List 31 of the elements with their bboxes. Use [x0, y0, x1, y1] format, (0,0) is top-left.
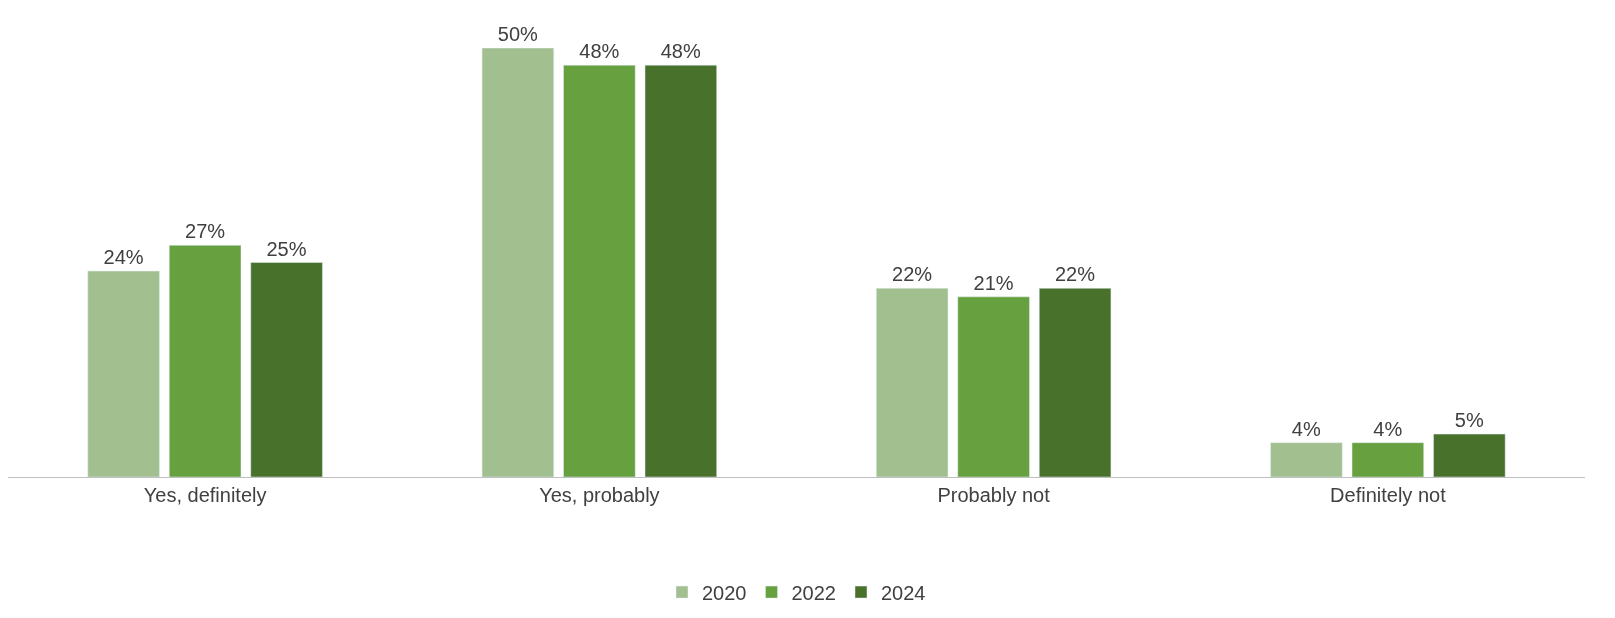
- data-label: 22%: [892, 263, 933, 286]
- data-label: 22%: [1054, 263, 1096, 286]
- bar: [563, 64, 636, 477]
- data-label: 48%: [660, 40, 701, 63]
- bar: [1039, 287, 1112, 477]
- x-tick-label: Definitely not: [1330, 484, 1447, 506]
- data-label: 21%: [973, 271, 1014, 294]
- legend-label: 2022: [791, 581, 836, 604]
- data-label: 5%: [1454, 409, 1484, 432]
- data-label: 48%: [579, 40, 620, 63]
- bar: [957, 296, 1030, 477]
- bar: [87, 270, 160, 477]
- bar: [1351, 442, 1424, 477]
- bar: [481, 48, 554, 477]
- x-tick-label: Yes, definitely: [143, 484, 267, 506]
- data-label: 50%: [497, 23, 539, 45]
- data-label: 4%: [1291, 417, 1321, 440]
- bar: [1433, 433, 1506, 477]
- data-label: 24%: [103, 246, 144, 269]
- x-tick-label: Probably not: [937, 484, 1051, 506]
- bar: [876, 287, 949, 477]
- x-tick-label: Yes, probably: [539, 484, 660, 506]
- bar: [1270, 442, 1343, 477]
- data-label: 4%: [1373, 417, 1403, 440]
- data-label: 27%: [185, 220, 226, 243]
- bar: [250, 262, 323, 477]
- legend-label: 2024: [881, 581, 926, 604]
- bar: [644, 64, 717, 477]
- data-label: 25%: [266, 237, 307, 260]
- legend-label: 2020: [702, 581, 747, 604]
- bar: [169, 245, 242, 477]
